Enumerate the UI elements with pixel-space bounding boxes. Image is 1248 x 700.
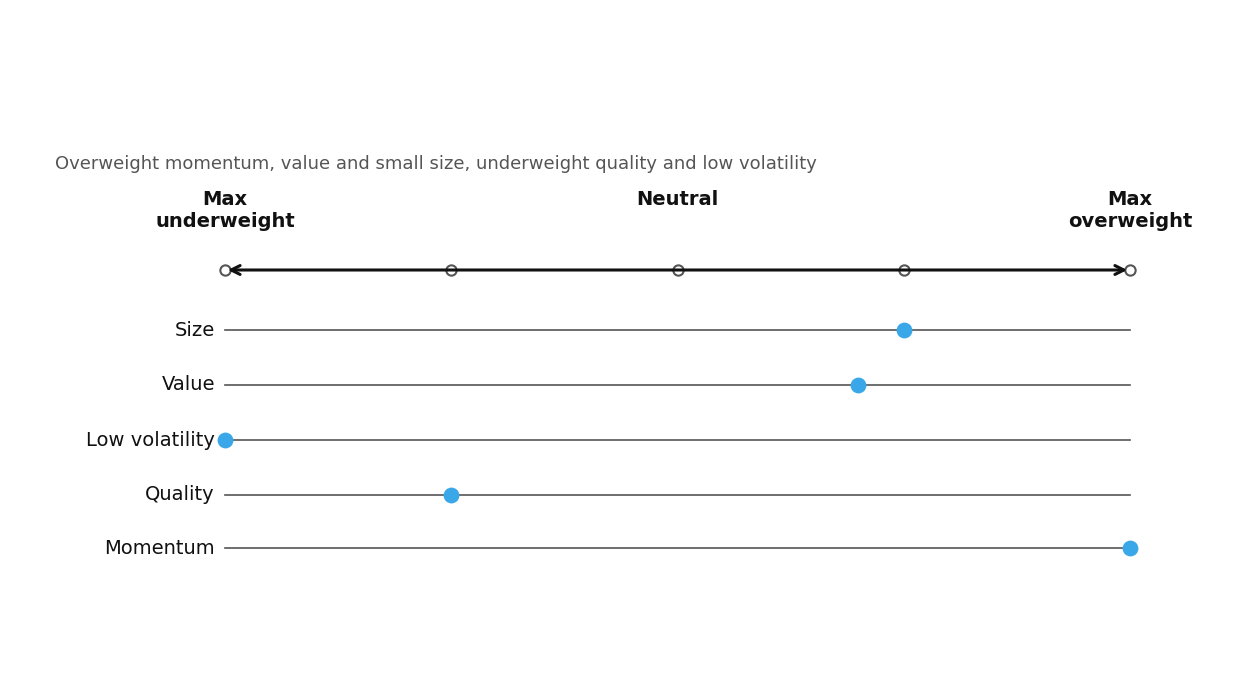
Text: Size: Size — [175, 321, 215, 340]
Point — [849, 379, 869, 391]
Point — [442, 265, 462, 276]
Text: Quality: Quality — [145, 486, 215, 505]
Text: Value: Value — [161, 375, 215, 395]
Point — [215, 435, 235, 446]
Point — [1119, 542, 1139, 554]
Text: Overweight momentum, value and small size, underweight quality and low volatilit: Overweight momentum, value and small siz… — [55, 155, 817, 173]
Text: Neutral: Neutral — [636, 190, 719, 209]
Text: Low volatility: Low volatility — [86, 430, 215, 449]
Text: Max
overweight: Max overweight — [1068, 190, 1192, 231]
Point — [894, 265, 914, 276]
Text: Momentum: Momentum — [105, 538, 215, 557]
Point — [1119, 265, 1139, 276]
Point — [894, 324, 914, 335]
Text: Max
underweight: Max underweight — [155, 190, 295, 231]
Point — [668, 265, 688, 276]
Point — [215, 265, 235, 276]
Point — [442, 489, 462, 500]
